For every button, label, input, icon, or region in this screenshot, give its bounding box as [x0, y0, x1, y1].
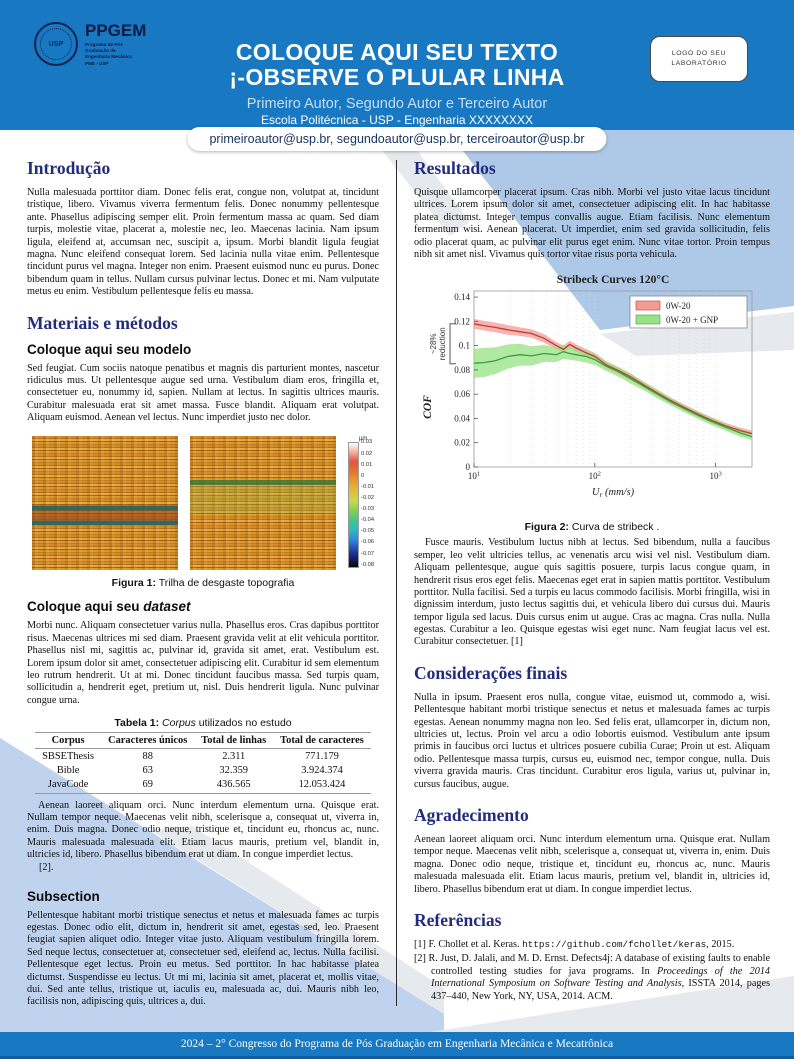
reference-number: [2] — [414, 953, 426, 965]
emblem-text: USP — [48, 40, 64, 48]
table-row: Bible 63 32.359 3.924.374 — [56, 764, 343, 776]
svg-text:101: 101 — [468, 471, 480, 482]
colorbar — [347, 442, 359, 569]
svg-text:0W-20: 0W-20 — [666, 301, 691, 311]
svg-text:Ur (mm/s): Ur (mm/s) — [592, 487, 635, 499]
after-table-paragraph: Aenean laoreet aliquam orci. Nunc interd… — [27, 799, 379, 861]
figure2-caption-text: Curva de stribeck . — [568, 521, 660, 534]
svg-text:0.04: 0.04 — [454, 414, 470, 424]
section-heading-resultados: Resultados — [414, 158, 496, 178]
table-row: JavaCode 69 436.565 12.053.424 — [35, 777, 371, 794]
citation-note: [2]. — [39, 861, 54, 873]
ppgem-emblem-icon: USP — [34, 22, 78, 66]
figure1: µm 0.03 0.02 0.01 0 -0.01 -0.02 -0.03 -0.04 -0.0… — [27, 436, 379, 589]
topography-image-right — [189, 436, 336, 571]
ppgem-acronym: PPGEM — [85, 21, 147, 40]
right-column: Resultados Quisque ullamcorper placerat … — [414, 156, 770, 1012]
table1-caption: Tabela 1: Corpus utilizados no estudo — [114, 717, 292, 730]
poster-title-line1: COLOQUE AQUI SEU TEXTO — [235, 39, 559, 65]
subheading-dataset: Coloque aqui seu dataset — [27, 599, 191, 615]
header-banner: USP PPGEM Programa de Pós Graduação de Eng… — [0, 0, 794, 130]
dataset-paragraph: Morbi nunc. Aliquam consectetuer varius … — [27, 620, 379, 706]
section-heading-introducao: Introdução — [27, 158, 111, 178]
authors-line: Primeiro Autor, Segundo Autor e Terceiro… — [246, 95, 548, 112]
reference-number: [1] — [414, 938, 426, 950]
reference-url[interactable]: https://github.com/fchollet/keras — [522, 938, 707, 950]
figure2: 0 0.02 0.04 0.06 0.08 0.1 0.12 0.14 101 102 103 Str… — [414, 271, 770, 533]
section-heading-materiais: Materiais e métodos — [27, 312, 178, 333]
colorbar-unit-label: µm — [358, 436, 368, 443]
figure1-caption: Figura 1: Trilha de desgaste topografia — [27, 577, 379, 589]
lab-logo-line2: LABORATÓRIO — [671, 60, 727, 67]
svg-text:0.06: 0.06 — [454, 390, 470, 400]
figure2-caption-label: Figura 2: — [524, 521, 569, 534]
poster-title-line2: ¡-OBSERVE O PLULAR LINHA — [229, 64, 565, 91]
svg-text:0: 0 — [466, 462, 471, 472]
final-paragraph: Nulla in ipsum. Praesent eros nulla, con… — [414, 691, 770, 790]
svg-text:COF: COF — [422, 395, 434, 419]
after-figure-paragraph: Fusce mauris. Vestibulum luctus nibh at … — [414, 537, 770, 648]
topography-image-left — [31, 436, 178, 571]
section-heading-consideracoes: Considerações finais — [414, 662, 568, 683]
svg-text:0.02: 0.02 — [454, 438, 470, 448]
corpus-table: Corpus Caracteres únicos Total de linhas To… — [35, 732, 371, 794]
svg-text:reduction: reduction — [438, 328, 447, 361]
subsection-paragraph: Pellentesque habitant morbi tristique se… — [27, 909, 379, 1008]
svg-text:0W-20 + GNP: 0W-20 + GNP — [666, 315, 718, 325]
colorbar-tick-labels: 0.03 0.02 0.01 0 -0.01 -0.02 -0.03 -0.04 -0.05 -0… — [360, 439, 375, 568]
svg-text:0.08: 0.08 — [454, 365, 470, 375]
model-paragraph: Sed feugiat. Cum sociis natoque penatibu… — [27, 362, 379, 424]
ppgem-logo: USP PPGEM Programa de Pós Graduação de Eng… — [34, 22, 146, 67]
svg-text:102: 102 — [589, 471, 601, 482]
svg-text:0.1: 0.1 — [459, 341, 470, 351]
left-column: Introdução Nulla malesuada porttitor dia… — [27, 156, 379, 1012]
figure1-caption-label: Figura 1: — [111, 577, 156, 590]
affiliation-line: Escola Politécnica - USP - Engenharia XX… — [261, 112, 533, 127]
lab-logo-box: LOGO DO SEU LABORATÓRIO — [650, 36, 748, 82]
svg-text:Stribeck Curves 120°C: Stribeck Curves 120°C — [557, 274, 670, 286]
ppgem-subtitle: Programa de Pós Graduação de Engenharia Me… — [85, 42, 132, 66]
section-heading-referencias: Referências — [414, 909, 502, 930]
colorbar-group: µm 0.03 0.02 0.01 0 -0.01 -0.02 -0.03 -0.04 -0.0… — [347, 436, 375, 569]
subheading-modelo: Coloque aqui seu modelo — [27, 341, 192, 357]
subheading-subsection: Subsection — [27, 888, 100, 904]
figure2-caption: Figura 2: Curva de stribeck . — [414, 521, 770, 533]
references-list: [1] F. Chollet et al. Keras. https://git… — [414, 939, 770, 1003]
svg-text:0.12: 0.12 — [454, 317, 470, 327]
svg-text:~28%: ~28% — [429, 334, 438, 355]
ack-paragraph: Aenean laoreet aliquam orci. Nunc interd… — [414, 833, 770, 895]
stribeck-chart: 0 0.02 0.04 0.06 0.08 0.1 0.12 0.14 101 102 103 Str… — [414, 271, 770, 514]
intro-paragraph: Nulla malesuada porttitor diam. Donec fe… — [27, 187, 379, 298]
footer-banner: 2024 – 2° Congresso do Programa de Pós G… — [0, 1032, 794, 1059]
results-paragraph: Quisque ullamcorper placerat ipsum. Cras… — [414, 187, 770, 260]
svg-text:103: 103 — [709, 471, 721, 482]
table-row: SBSEThesis 88 2.311 771.179 — [42, 750, 339, 762]
emails-bar: primeiroautor@usp.br, segundoautor@usp.b… — [187, 127, 607, 151]
reference-item: [1] F. Chollet et al. Keras. https://git… — [414, 938, 735, 950]
figure1-caption-text: Trilha de desgaste topografia — [156, 577, 295, 590]
section-heading-agradecimento: Agradecimento — [414, 804, 529, 825]
svg-text:0.14: 0.14 — [454, 292, 470, 302]
lab-logo-line1: LOGO DO SEU — [671, 49, 727, 57]
reference-item: [2] R. Just, D. Jalali, and M. D. Ernst.… — [414, 953, 770, 1002]
footer-text: 2024 – 2° Congresso do Programa de Pós G… — [180, 1038, 614, 1050]
column-divider — [396, 160, 397, 1006]
